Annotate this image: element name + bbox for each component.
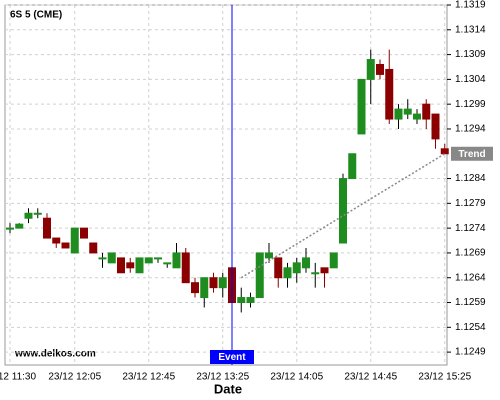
x-tick-label: 23/12 12:45 xyxy=(122,372,175,383)
candle-body xyxy=(43,217,51,239)
y-tick-label: 1.1269 xyxy=(455,248,486,259)
candle-body xyxy=(107,252,116,264)
candle-body xyxy=(292,262,301,274)
candle-body xyxy=(385,68,394,120)
candle-body xyxy=(135,257,144,274)
y-tick-label: 1.1254 xyxy=(455,322,486,333)
event-box xyxy=(210,350,254,364)
event-label: Event xyxy=(218,352,246,363)
candle-body xyxy=(52,237,61,244)
candle-body xyxy=(80,227,88,239)
candle-body xyxy=(283,267,292,279)
x-tick-label: 23/12 12:05 xyxy=(48,372,101,383)
plot-border xyxy=(4,4,448,366)
y-tick-label: 1.1274 xyxy=(455,223,486,234)
candle-body xyxy=(431,113,440,140)
candle-body xyxy=(246,297,255,304)
candle-body xyxy=(61,242,70,249)
y-tick-label: 1.1309 xyxy=(455,49,486,60)
candle-body xyxy=(237,297,246,304)
candle-body xyxy=(366,59,375,80)
candle-body xyxy=(311,272,320,275)
x-axis-label: Date xyxy=(214,381,242,396)
y-tick-label: 1.1319 xyxy=(455,0,486,11)
watermark: www.delkos.com xyxy=(14,349,96,360)
y-tick-label: 1.1294 xyxy=(455,124,486,135)
x-tick-label: 23/12 15:25 xyxy=(418,372,471,383)
y-tick-label: 1.1304 xyxy=(455,74,486,85)
candle-body xyxy=(302,257,310,269)
chart-title: 6S 5 (CME) xyxy=(10,10,62,21)
candle-body xyxy=(70,227,79,254)
y-tick-label: 1.1264 xyxy=(455,272,486,283)
x-tick-label: 23/12 13:25 xyxy=(196,372,249,383)
candle-body xyxy=(320,267,329,274)
y-tick-label: 1.1284 xyxy=(455,173,486,184)
trend-label: Trend xyxy=(458,149,485,160)
candle-body xyxy=(6,227,14,230)
candle-body xyxy=(172,252,181,269)
y-tick-label: 1.1279 xyxy=(455,198,486,209)
y-tick-label: 1.1249 xyxy=(455,347,486,358)
candle-body xyxy=(163,262,172,265)
candle-body xyxy=(191,282,199,294)
candle-body xyxy=(394,108,403,120)
candle-body xyxy=(126,262,135,269)
candle-body xyxy=(329,252,338,269)
candle-body xyxy=(200,277,209,299)
candle-body xyxy=(403,108,412,115)
candle-body xyxy=(255,252,264,299)
x-tick-label: 23/12 14:05 xyxy=(270,372,323,383)
trend-box xyxy=(451,146,493,161)
candle-body xyxy=(357,78,366,135)
candle-body xyxy=(209,277,218,289)
candle-body xyxy=(348,153,357,180)
candle-body xyxy=(144,257,153,264)
y-tick-label: 1.1259 xyxy=(455,297,486,308)
candle-body xyxy=(33,212,42,215)
candle-body xyxy=(89,242,98,254)
candle-body xyxy=(339,178,347,244)
x-tick-label: 23/12 11:30 xyxy=(0,372,36,383)
candle-body xyxy=(98,257,107,260)
x-tick-label: 23/12 14:45 xyxy=(344,372,397,383)
candle-body xyxy=(265,252,273,259)
candle-body xyxy=(154,257,162,260)
candle-body xyxy=(218,277,227,289)
candle-body xyxy=(181,252,190,284)
candle-body xyxy=(24,212,33,219)
candle-body xyxy=(117,257,125,274)
candle-body xyxy=(15,223,24,229)
candle-body xyxy=(422,103,431,120)
candle-body xyxy=(440,148,449,155)
candle-body xyxy=(413,113,421,120)
candle-body xyxy=(274,257,283,279)
candle-body xyxy=(376,64,384,75)
y-tick-label: 1.1299 xyxy=(455,99,486,110)
y-tick-label: 1.1314 xyxy=(455,24,486,35)
